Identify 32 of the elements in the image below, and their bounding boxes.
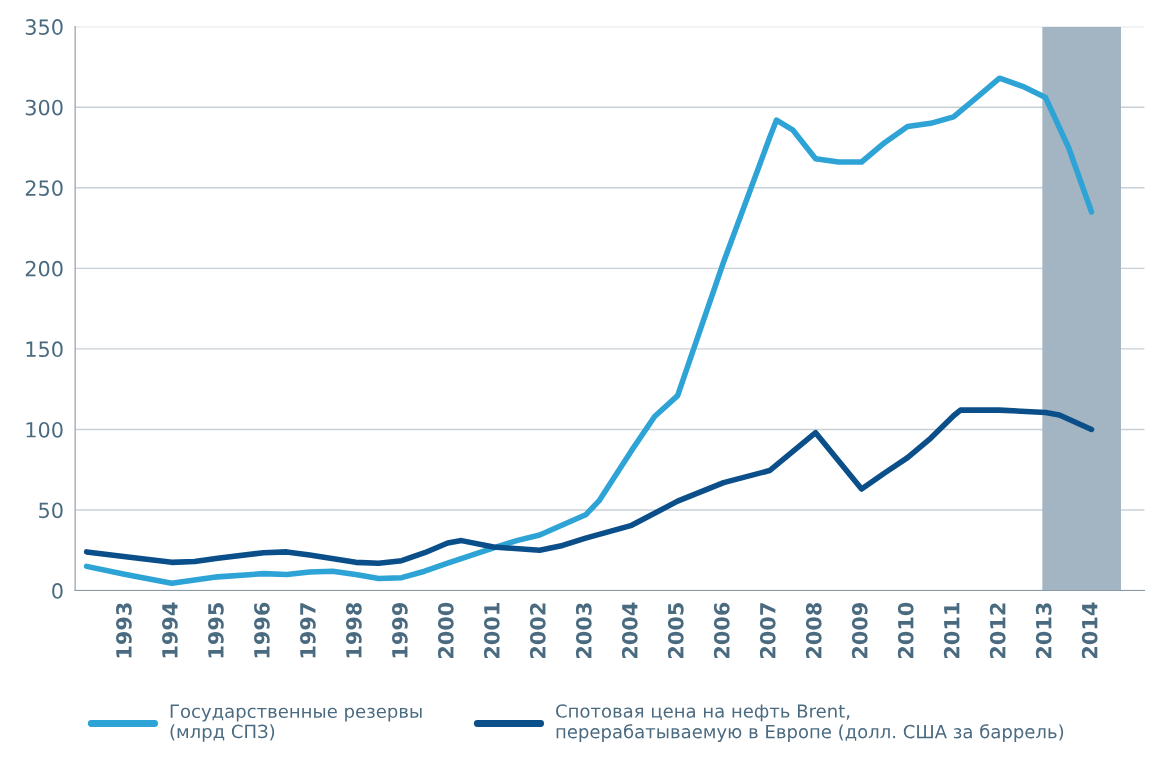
x-tick-label: 2006: [713, 602, 730, 658]
legend-label: Спотовая цена на нефть Brent, перерабатываемую в Европе (долл. США за баррель): [556, 704, 1064, 742]
x-tick-label: 2013: [1035, 603, 1052, 658]
x-tick-label: 2011: [943, 603, 960, 658]
y-tick-label: 50: [39, 502, 63, 519]
y-tick-label: 100: [26, 421, 63, 438]
x-tick-label: 2007: [759, 603, 776, 658]
y-tick-label: 200: [25, 260, 63, 277]
x-tick-label: 2002: [529, 603, 546, 658]
x-tick-label: 1993: [116, 603, 132, 658]
y-tick-label: 250: [25, 180, 63, 196]
y-tick-label: 0: [52, 583, 63, 599]
x-tick-label: 2000: [437, 602, 454, 658]
x-tick-label: 2009: [851, 602, 868, 658]
legend-label: Государственные резервы (млрд СПЗ): [170, 704, 422, 742]
x-tick-label: 2010: [897, 602, 914, 658]
x-tick-label: 2001: [483, 603, 500, 658]
x-tick-label: 2003: [575, 603, 592, 658]
x-tick-label: 1999: [391, 602, 408, 658]
x-tick-label: 2012: [989, 603, 1006, 658]
x-tick-label: 2014: [1081, 602, 1098, 658]
x-tick-label: 1994: [162, 602, 178, 658]
x-tick-label: 1996: [254, 602, 270, 658]
x-tick-label: 1997: [300, 603, 316, 658]
y-tick-label: 150: [26, 341, 63, 358]
x-tick-label: 2004: [621, 602, 638, 658]
x-tick-label: 1995: [208, 603, 224, 658]
y-tick-label: 300: [25, 99, 63, 116]
x-tick-label: 2008: [805, 602, 822, 658]
x-tick-label: 1998: [345, 602, 362, 658]
y-tick-label: 350: [25, 19, 63, 35]
x-tick-label: 2005: [667, 603, 684, 658]
